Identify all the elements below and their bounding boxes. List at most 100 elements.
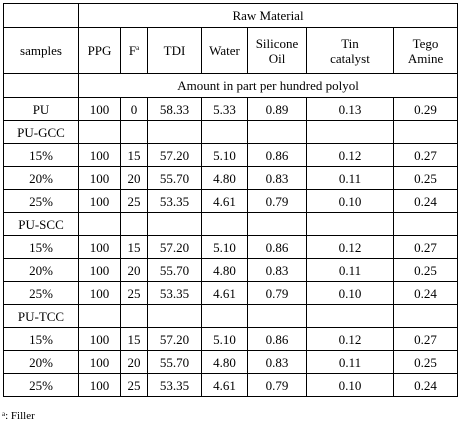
cell: 5.10	[201, 143, 248, 167]
cell: 4.80	[201, 350, 248, 374]
cell: 0.11	[306, 258, 394, 282]
water-header: Water	[201, 27, 248, 74]
tego-amine-header: Tego Amine	[392, 27, 459, 74]
footnote-text: : Filler	[5, 410, 35, 422]
tin-catalyst-line1: Tin	[341, 35, 359, 51]
table-body: Raw Material samples PPG Fa TDI Water Si…	[3, 3, 459, 397]
silicone-oil-line1: Silicone	[255, 35, 299, 51]
table-row: 20% 100 20 55.70 4.80 0.83 0.11 0.25	[3, 166, 459, 190]
filler-footnote-marker: a	[136, 44, 140, 52]
cell: 57.20	[147, 235, 202, 259]
cell: 100	[78, 97, 121, 121]
cell: 20	[120, 258, 148, 282]
cell: 100	[78, 189, 121, 213]
cell: 5.10	[201, 327, 248, 351]
cell: 25%	[3, 373, 79, 397]
cell: 100	[78, 327, 121, 351]
cell: 0.13	[306, 97, 394, 121]
cell: 0.24	[392, 189, 459, 213]
ppg-header: PPG	[78, 27, 121, 74]
cell: 0.10	[306, 189, 394, 213]
table-row: 15% 100 15 57.20 5.10 0.86 0.12 0.27	[3, 143, 459, 167]
cell: 0.86	[247, 143, 307, 167]
tin-catalyst-line2: catalyst	[330, 50, 370, 66]
empty-cell	[78, 120, 121, 144]
empty-cell	[78, 304, 121, 328]
table-row: 20% 100 20 55.70 4.80 0.83 0.11 0.25	[3, 258, 459, 282]
footnote: a: Filler	[2, 410, 35, 423]
empty-cell	[147, 120, 202, 144]
cell: 53.35	[147, 281, 202, 305]
cell: 20	[120, 350, 148, 374]
empty-cell	[120, 212, 148, 236]
cell: 0.25	[392, 350, 459, 374]
cell: 100	[78, 281, 121, 305]
cell: 0.83	[247, 350, 307, 374]
cell: 100	[78, 235, 121, 259]
cell: 15%	[3, 327, 79, 351]
silicone-oil-line2: Oil	[268, 50, 286, 66]
cell: 0.27	[392, 327, 459, 351]
cell: 0.11	[306, 350, 394, 374]
cell: 20%	[3, 166, 79, 190]
cell: 25	[120, 281, 148, 305]
raw-material-header: Raw Material	[77, 3, 459, 28]
cell: 4.80	[201, 258, 248, 282]
cell: 0.24	[392, 373, 459, 397]
cell: 0.25	[392, 166, 459, 190]
table-row: 25% 100 25 53.35 4.61 0.79 0.10 0.24	[3, 189, 459, 213]
empty-cell	[392, 304, 459, 328]
empty-cell	[306, 304, 394, 328]
cell: 25	[120, 189, 148, 213]
filler-header: Fa	[120, 27, 148, 74]
group-label-row: PU-TCC	[3, 304, 459, 328]
cell: 0.27	[392, 235, 459, 259]
cell: 0.11	[306, 166, 394, 190]
empty-cell	[201, 120, 248, 144]
empty-cell	[147, 304, 202, 328]
cell: 4.80	[201, 166, 248, 190]
blank-unit-cell	[3, 73, 79, 98]
cell: 0.86	[247, 235, 307, 259]
tego-amine-line1: Tego	[412, 35, 439, 51]
cell: 0.29	[392, 97, 459, 121]
cell: 4.61	[201, 373, 248, 397]
cell: 100	[78, 350, 121, 374]
cell: PU	[3, 97, 79, 121]
empty-cell	[201, 212, 248, 236]
cell: 20%	[3, 258, 79, 282]
cell: 25%	[3, 281, 79, 305]
cell: 0.25	[392, 258, 459, 282]
header-row-columns: samples PPG Fa TDI Water Silicone Oil Tin…	[3, 27, 459, 74]
cell: 57.20	[147, 143, 202, 167]
empty-cell	[120, 120, 148, 144]
cell: 20	[120, 166, 148, 190]
empty-cell	[120, 304, 148, 328]
cell: 0.79	[247, 189, 307, 213]
cell: 0.83	[247, 258, 307, 282]
group-label-row: PU-SCC	[3, 212, 459, 236]
cell: 0.10	[306, 373, 394, 397]
table-row: 25% 100 25 53.35 4.61 0.79 0.10 0.24	[3, 373, 459, 397]
cell: 0.89	[247, 97, 307, 121]
cell: 15	[120, 235, 148, 259]
cell: 5.10	[201, 235, 248, 259]
cell: 0.79	[247, 373, 307, 397]
cell: 55.70	[147, 350, 202, 374]
group-label: PU-SCC	[3, 212, 79, 236]
group-label: PU-GCC	[3, 120, 79, 144]
cell: 25%	[3, 189, 79, 213]
cell: 20%	[3, 350, 79, 374]
unit-label: Amount in part per hundred polyol	[77, 73, 459, 98]
empty-cell	[147, 212, 202, 236]
cell: 15%	[3, 235, 79, 259]
cell: 53.35	[147, 373, 202, 397]
cell: 15	[120, 143, 148, 167]
cell: 4.61	[201, 281, 248, 305]
cell: 100	[78, 258, 121, 282]
raw-material-table: Raw Material samples PPG Fa TDI Water Si…	[3, 3, 459, 397]
table-row: 25% 100 25 53.35 4.61 0.79 0.10 0.24	[3, 281, 459, 305]
cell: 0	[120, 97, 148, 121]
cell: 15	[120, 327, 148, 351]
cell: 0.27	[392, 143, 459, 167]
